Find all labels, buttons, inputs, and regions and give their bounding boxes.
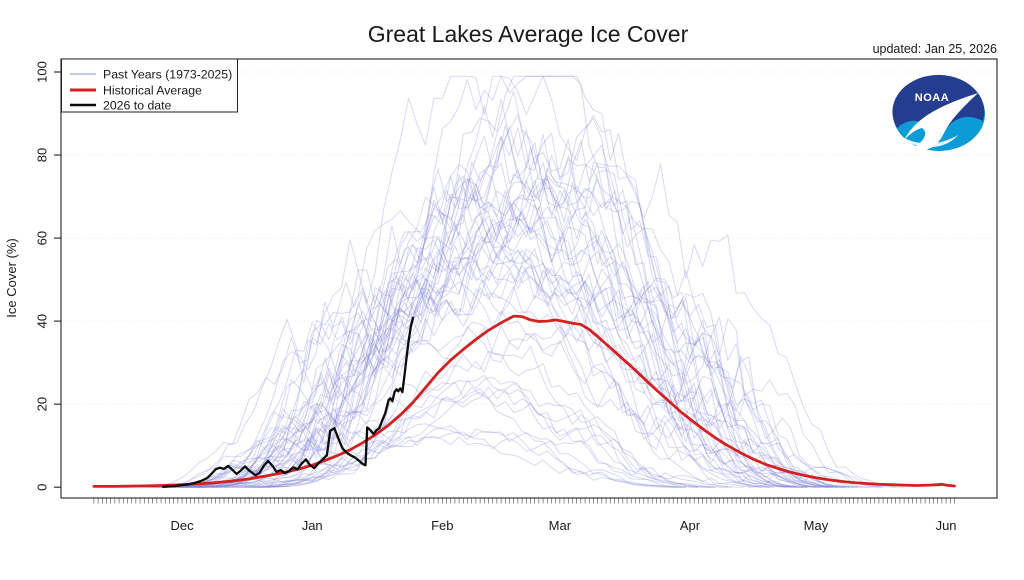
y-tick-label: 60 xyxy=(34,231,49,245)
past-year-line xyxy=(169,168,842,488)
past-year-line xyxy=(177,186,833,488)
past-year-line xyxy=(257,425,686,488)
y-tick-label: 0 xyxy=(34,484,49,491)
past-year-line xyxy=(232,327,745,488)
past-year-line xyxy=(253,388,699,488)
past-year-line xyxy=(181,189,821,488)
noaa-bird-icon xyxy=(904,93,978,151)
past-year-line xyxy=(173,177,846,488)
past-year-line xyxy=(140,138,879,488)
past-year-line xyxy=(152,90,858,488)
past-year-line xyxy=(244,381,716,488)
y-axis-label: Ice Cover (%) xyxy=(4,238,19,317)
past-year-line xyxy=(240,376,728,488)
past-year-line xyxy=(181,217,829,488)
x-month-label: Apr xyxy=(680,518,701,533)
past-year-line xyxy=(194,234,808,488)
noaa-logo-text: NOAA xyxy=(915,92,949,104)
past-year-line xyxy=(194,216,800,488)
past-year-line xyxy=(152,124,884,488)
past-year-line xyxy=(202,213,791,488)
past-year-line xyxy=(169,176,850,488)
noaa-swoosh-icon xyxy=(898,134,958,148)
past-year-line xyxy=(156,98,863,488)
gridlines xyxy=(61,71,997,405)
x-month-label: Jan xyxy=(302,518,323,533)
past-year-line xyxy=(244,386,716,488)
past-year-line xyxy=(223,325,762,488)
past-year-line xyxy=(190,217,821,488)
legend-label-past-years: Past Years (1973-2025) xyxy=(103,68,232,82)
x-month-label: Jun xyxy=(936,518,957,533)
past-year-line xyxy=(156,127,871,488)
updated-date: updated: Jan 25, 2026 xyxy=(873,42,997,56)
past-year-line xyxy=(198,260,795,488)
past-year-line xyxy=(173,126,846,488)
past-year-line xyxy=(177,201,833,488)
plot-box xyxy=(60,58,998,499)
past-year-line xyxy=(173,113,837,488)
past-year-line xyxy=(194,255,808,488)
past-year-line xyxy=(165,201,854,488)
past-year-line xyxy=(186,177,833,488)
past-year-line xyxy=(207,267,787,488)
past-year-line xyxy=(148,75,896,488)
past-year-line xyxy=(190,180,829,488)
historical-average-line xyxy=(92,314,956,488)
past-year-line xyxy=(144,75,884,488)
past-year-line xyxy=(181,162,837,488)
past-year-line xyxy=(161,175,858,488)
past-year-line xyxy=(181,135,829,488)
past-year-line xyxy=(198,248,795,488)
y-tick-label: 40 xyxy=(34,314,49,328)
x-month-label: Feb xyxy=(431,518,453,533)
past-year-line xyxy=(211,263,775,488)
past-years-lines xyxy=(140,75,905,488)
past-year-line xyxy=(261,431,682,488)
past-year-line xyxy=(186,210,816,488)
current-year-2026-line xyxy=(161,316,415,488)
axes: 0 20 40 60 80 100 Dec Jan Feb Mar Apr May Jun xyxy=(34,58,998,533)
legend: Past Years (1973-2025) Historical Averag… xyxy=(61,58,238,113)
past-year-line xyxy=(148,75,905,488)
chart-title: Great Lakes Average Ice Cover xyxy=(368,21,689,47)
y-tick-label: 20 xyxy=(34,397,49,411)
legend-box xyxy=(61,58,238,113)
past-year-line xyxy=(253,391,699,488)
past-year-line xyxy=(249,374,712,488)
past-year-line xyxy=(257,423,686,488)
x-month-label: Mar xyxy=(549,518,572,533)
past-year-line xyxy=(165,169,846,488)
noaa-logo-fan xyxy=(892,74,985,140)
past-year-line xyxy=(198,248,804,488)
y-tick-label: 80 xyxy=(34,148,49,162)
legend-label-2026: 2026 to date xyxy=(103,99,172,113)
x-month-label: Dec xyxy=(170,518,194,533)
past-year-line xyxy=(236,346,733,488)
past-year-line xyxy=(265,435,678,488)
y-tick-label: 100 xyxy=(34,61,49,83)
x-month-label: May xyxy=(804,518,829,533)
legend-label-historical-average: Historical Average xyxy=(103,84,202,98)
past-year-line xyxy=(194,250,808,488)
noaa-logo: NOAA xyxy=(892,74,985,151)
